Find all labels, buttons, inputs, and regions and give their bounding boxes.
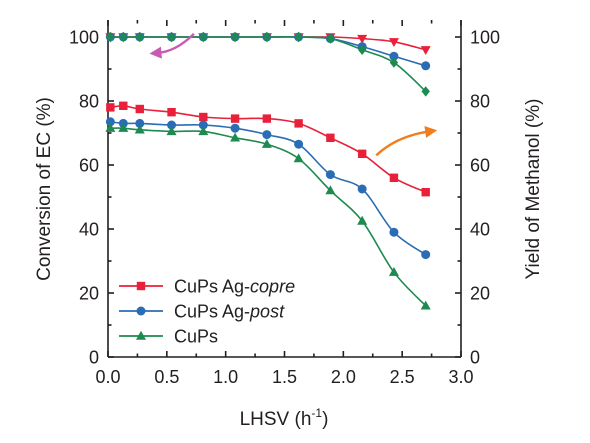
data-point xyxy=(199,31,208,43)
y-right-tick-label: 80 xyxy=(470,92,490,112)
data-point xyxy=(388,267,399,276)
data-point xyxy=(198,120,208,130)
right-axis-arrow-head xyxy=(424,126,438,138)
x-tick-label: 3.0 xyxy=(448,367,473,387)
legend-label: CuPs xyxy=(174,327,218,347)
legend: CuPs Ag-copre CuPs Ag-post CuPs xyxy=(119,277,295,347)
data-point xyxy=(135,104,144,114)
data-point xyxy=(294,119,303,128)
data-point xyxy=(118,123,129,132)
data-point xyxy=(230,123,240,133)
data-point xyxy=(167,108,176,117)
data-point xyxy=(421,188,430,197)
data-point xyxy=(230,31,240,43)
data-point xyxy=(135,118,145,128)
y-left-tick-label: 100 xyxy=(69,28,99,48)
data-point xyxy=(357,149,367,158)
data-point xyxy=(261,139,272,148)
legend-marker xyxy=(136,281,146,291)
y-right-tick-label: 60 xyxy=(470,156,490,176)
y-right-tick-label: 0 xyxy=(470,348,480,368)
y-right-tick-label: 100 xyxy=(470,28,500,48)
data-point xyxy=(262,31,272,43)
data-point xyxy=(105,123,116,132)
y-left-tick-label: 60 xyxy=(79,156,99,176)
tick-labels: 0.0 0.5 1.0 1.5 2.0 2.5 3.00204060801000204060… xyxy=(69,28,500,388)
y-right-tick-label: 40 xyxy=(470,220,490,240)
data-point xyxy=(388,38,399,47)
x-tick-label: 2.0 xyxy=(331,367,356,387)
data-point xyxy=(134,124,145,134)
y-left-tick-label: 80 xyxy=(79,92,99,112)
x-tick-label: 2.5 xyxy=(390,367,415,387)
data-point xyxy=(326,133,335,142)
data-point xyxy=(230,114,240,123)
annotation-arrows xyxy=(149,32,438,157)
y-left-tick-label: 40 xyxy=(79,220,99,240)
right-axis-arrow xyxy=(375,130,430,157)
data-point xyxy=(167,31,176,43)
data-point xyxy=(230,132,241,142)
y-right-tick-label: 20 xyxy=(470,284,490,304)
data-point xyxy=(199,112,208,122)
data-point xyxy=(262,130,272,140)
data-point xyxy=(198,126,209,136)
plot-area xyxy=(107,20,462,358)
data-point xyxy=(389,51,399,61)
x-axis-title: LHSV (h-1) xyxy=(240,406,329,430)
data-point xyxy=(420,46,431,55)
data-point xyxy=(357,215,368,225)
legend-label: CuPs Ag-post xyxy=(174,302,285,322)
y-left-tick-label: 0 xyxy=(89,348,99,368)
data-point xyxy=(420,300,431,310)
legend-marker xyxy=(136,330,146,340)
data-point xyxy=(167,120,177,130)
data-point xyxy=(119,31,128,43)
data-point xyxy=(105,117,115,127)
data-point xyxy=(421,61,431,71)
data-point xyxy=(166,126,177,136)
data-point xyxy=(294,31,303,43)
x-tick-label: 0.5 xyxy=(154,367,179,387)
y-axis-title-left: Conversion of EC (%) xyxy=(34,97,55,281)
data-point xyxy=(357,34,368,44)
y-axis-title-right: Yield of Methanol (%) xyxy=(523,99,544,280)
data-point xyxy=(357,184,367,194)
data-point xyxy=(106,31,115,43)
data-point xyxy=(119,101,128,110)
data-point xyxy=(357,44,367,55)
data-point xyxy=(389,57,399,68)
series-lines xyxy=(110,36,427,307)
data-point xyxy=(262,114,272,123)
series-markers xyxy=(105,31,431,310)
data-point xyxy=(106,103,115,112)
data-point xyxy=(421,250,431,260)
data-point xyxy=(294,139,304,149)
x-tick-label: 1.5 xyxy=(272,367,297,387)
data-point xyxy=(293,153,304,163)
data-point xyxy=(325,185,336,195)
data-point xyxy=(325,170,335,180)
data-point xyxy=(326,33,335,44)
ticks xyxy=(107,20,462,358)
data-point xyxy=(135,31,144,43)
legend-label: CuPs Ag-copre xyxy=(174,277,295,297)
x-tick-label: 1.0 xyxy=(213,367,238,387)
y-left-tick-label: 20 xyxy=(79,284,99,304)
legend-marker xyxy=(136,306,146,316)
x-tick-label: 0.0 xyxy=(95,367,120,387)
data-point xyxy=(421,86,430,97)
left-axis-arrow-head xyxy=(149,46,162,59)
data-point xyxy=(389,227,399,237)
series-line-2 xyxy=(110,36,427,92)
data-point xyxy=(389,173,399,182)
